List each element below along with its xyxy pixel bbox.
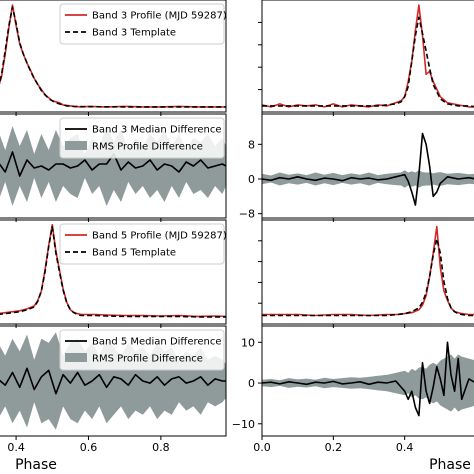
y-tick-label: 8 bbox=[248, 138, 255, 151]
rms-band-right-4 bbox=[262, 354, 474, 412]
panel-right-4: 10 0 −10 0.0 0.2 0.4 Phase bbox=[232, 325, 474, 473]
plot-area bbox=[262, 341, 474, 417]
x-axis-label: Phase bbox=[429, 457, 471, 473]
panel-right-3 bbox=[258, 219, 474, 328]
series-line-left-3-0 bbox=[0, 223, 226, 318]
legend-box bbox=[59, 117, 225, 159]
panel-frame bbox=[0, 325, 227, 437]
x-tick-label: 0.4 bbox=[396, 441, 414, 454]
legend-label: Band 5 Template bbox=[92, 248, 176, 259]
panel-frame bbox=[261, 113, 474, 219]
plot-area bbox=[262, 4, 474, 108]
y-tick-label: 0 bbox=[248, 173, 255, 186]
panel-left-1: Band 3 Profile (MJD 59287) Band 3 Templat… bbox=[0, 0, 227, 116]
x-tick-label: 0.0 bbox=[253, 441, 271, 454]
legend-swatch bbox=[65, 141, 87, 150]
legend-label: Band 3 Template bbox=[92, 28, 176, 39]
panel-right-1 bbox=[258, 0, 474, 116]
panel-left-2: Band 3 Median Difference RMS Profile Diff… bbox=[0, 113, 227, 222]
panel-frame bbox=[0, 0, 227, 113]
legend-label: Band 3 Profile (MJD 59287) bbox=[92, 11, 227, 22]
plot-area bbox=[0, 4, 226, 108]
x-tick-label: 0.2 bbox=[325, 441, 343, 454]
legend-box bbox=[59, 329, 225, 371]
legend-label: Band 3 Median Difference bbox=[92, 125, 222, 136]
legend-label: Band 5 Median Difference bbox=[92, 337, 222, 348]
plot-area bbox=[0, 223, 226, 318]
y-tick-label: −10 bbox=[232, 418, 255, 431]
panel-left-4: 0.4 0.6 0.8 Phase Band 5 Median Difference RM… bbox=[0, 325, 227, 473]
x-tick-label: 0.4 bbox=[7, 441, 25, 454]
legend-box bbox=[59, 223, 225, 265]
panel-frame bbox=[0, 219, 227, 325]
x-axis-label: Phase bbox=[15, 457, 57, 473]
x-tick-label: 0.8 bbox=[152, 441, 170, 454]
plot-area bbox=[262, 132, 474, 206]
panel-right-2: 8 0 −8 bbox=[239, 113, 474, 222]
series-line-right-2-0 bbox=[262, 132, 474, 206]
y-tick-label: 10 bbox=[241, 336, 255, 349]
panel-frame bbox=[0, 113, 227, 219]
series-line-left-1-1 bbox=[0, 6, 226, 108]
legend-box bbox=[59, 3, 225, 45]
series-line-right-1-1 bbox=[262, 16, 474, 108]
legend-swatch bbox=[65, 353, 87, 362]
series-line-right-3-0 bbox=[262, 225, 474, 317]
legend-label: RMS Profile Difference bbox=[92, 142, 203, 153]
series-line-right-3-1 bbox=[262, 238, 474, 317]
legend-label: Band 5 Profile (MJD 59287) bbox=[92, 231, 227, 242]
series-line-left-3-1 bbox=[0, 225, 226, 318]
series-line-right-1-0 bbox=[262, 4, 474, 108]
x-tick-label: 0.6 bbox=[80, 441, 98, 454]
series-line-right-4-0 bbox=[262, 341, 474, 417]
panel-frame bbox=[261, 219, 474, 325]
panel-left-3: Band 5 Profile (MJD 59287) Band 5 Templat… bbox=[0, 219, 227, 328]
plot-area bbox=[262, 225, 474, 317]
legend-label: RMS Profile Difference bbox=[92, 354, 203, 365]
y-tick-label: 0 bbox=[248, 377, 255, 390]
panel-frame bbox=[261, 0, 474, 113]
panel-frame bbox=[261, 325, 474, 437]
series-line-left-4-0 bbox=[0, 367, 226, 395]
y-tick-label: −8 bbox=[239, 208, 255, 221]
